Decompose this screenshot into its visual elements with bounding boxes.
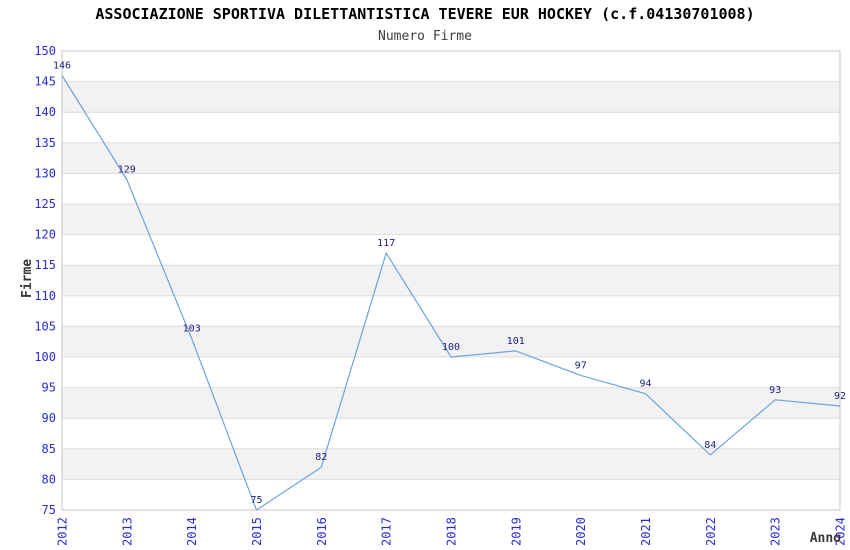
chart-subtitle: Numero Firme bbox=[378, 29, 472, 44]
grid-band bbox=[62, 204, 840, 235]
x-tick-label: 2018 bbox=[445, 517, 459, 546]
data-label: 75 bbox=[250, 495, 262, 506]
y-tick-label: 145 bbox=[34, 75, 56, 89]
data-label: 82 bbox=[315, 452, 327, 463]
y-tick-label: 150 bbox=[34, 44, 56, 58]
x-tick-label: 2013 bbox=[120, 517, 134, 546]
y-tick-label: 80 bbox=[42, 472, 56, 486]
x-tick-label: 2012 bbox=[56, 517, 70, 546]
y-tick-label: 125 bbox=[34, 197, 56, 211]
data-label: 94 bbox=[639, 379, 651, 390]
y-tick-label: 130 bbox=[34, 166, 56, 180]
grid-band bbox=[62, 81, 840, 113]
grid-band bbox=[62, 142, 840, 174]
y-tick-label: 140 bbox=[34, 105, 56, 119]
x-tick-label: 2021 bbox=[639, 517, 653, 546]
data-label: 92 bbox=[834, 391, 846, 402]
y-tick-label: 95 bbox=[42, 381, 56, 395]
x-tick-label: 2014 bbox=[185, 517, 199, 546]
x-tick-label: 2023 bbox=[769, 517, 783, 546]
grid-band bbox=[62, 387, 840, 419]
data-label: 84 bbox=[704, 440, 716, 451]
data-label: 146 bbox=[53, 61, 71, 72]
x-tick-label: 2024 bbox=[834, 517, 848, 546]
y-axis-title: Firme bbox=[20, 259, 35, 298]
x-tick-label: 2019 bbox=[509, 517, 523, 546]
y-tick-label: 110 bbox=[34, 289, 56, 303]
plot-area: 146 129 103 75 82 117 100 101 97 94 84 93 92 75 80 85 90… bbox=[34, 44, 847, 546]
y-tick-label: 85 bbox=[42, 442, 56, 456]
y-tick-label: 120 bbox=[34, 228, 56, 242]
grid-band bbox=[62, 326, 840, 357]
grid-band bbox=[62, 265, 840, 296]
chart-title: ASSOCIAZIONE SPORTIVA DILETTANTISTICA TE… bbox=[95, 5, 754, 23]
y-tick-label: 135 bbox=[34, 136, 56, 150]
y-tick-label: 75 bbox=[42, 503, 56, 517]
data-label: 101 bbox=[507, 336, 525, 347]
data-label: 100 bbox=[442, 342, 460, 353]
y-tick-label: 115 bbox=[34, 258, 56, 272]
y-tick-label: 105 bbox=[34, 319, 56, 333]
x-tick-label: 2015 bbox=[250, 517, 264, 546]
data-label: 103 bbox=[183, 324, 201, 335]
data-label: 117 bbox=[377, 238, 395, 249]
x-tick-label: 2017 bbox=[380, 517, 394, 546]
data-label: 97 bbox=[575, 360, 587, 371]
data-label: 129 bbox=[118, 165, 136, 176]
data-label: 93 bbox=[769, 385, 781, 396]
grid-band bbox=[62, 448, 840, 480]
y-tick-label: 90 bbox=[42, 411, 56, 425]
x-tick-label: 2016 bbox=[315, 517, 329, 546]
x-axis-title: Anno bbox=[810, 531, 841, 546]
plot-border bbox=[61, 50, 841, 511]
y-tick-label: 100 bbox=[34, 350, 56, 364]
x-tick-label: 2022 bbox=[704, 517, 718, 546]
series-line bbox=[61, 75, 841, 511]
x-tick-label: 2020 bbox=[574, 517, 588, 546]
